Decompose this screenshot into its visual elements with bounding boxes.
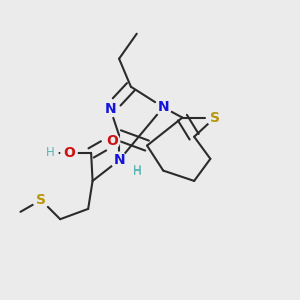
Circle shape (102, 101, 118, 117)
Circle shape (111, 152, 127, 168)
Text: N: N (104, 102, 116, 116)
Circle shape (33, 192, 49, 208)
Circle shape (129, 163, 145, 178)
Text: O: O (63, 146, 75, 160)
Text: N: N (113, 153, 125, 167)
Circle shape (61, 145, 77, 161)
Text: H: H (133, 165, 142, 178)
Circle shape (42, 145, 58, 161)
Circle shape (207, 110, 223, 126)
Circle shape (104, 133, 120, 149)
Text: H: H (132, 164, 141, 177)
Text: N: N (158, 100, 169, 114)
Text: O: O (106, 134, 118, 148)
Text: S: S (36, 193, 46, 207)
Text: S: S (210, 111, 220, 124)
Text: H: H (46, 146, 54, 159)
Circle shape (155, 99, 171, 115)
